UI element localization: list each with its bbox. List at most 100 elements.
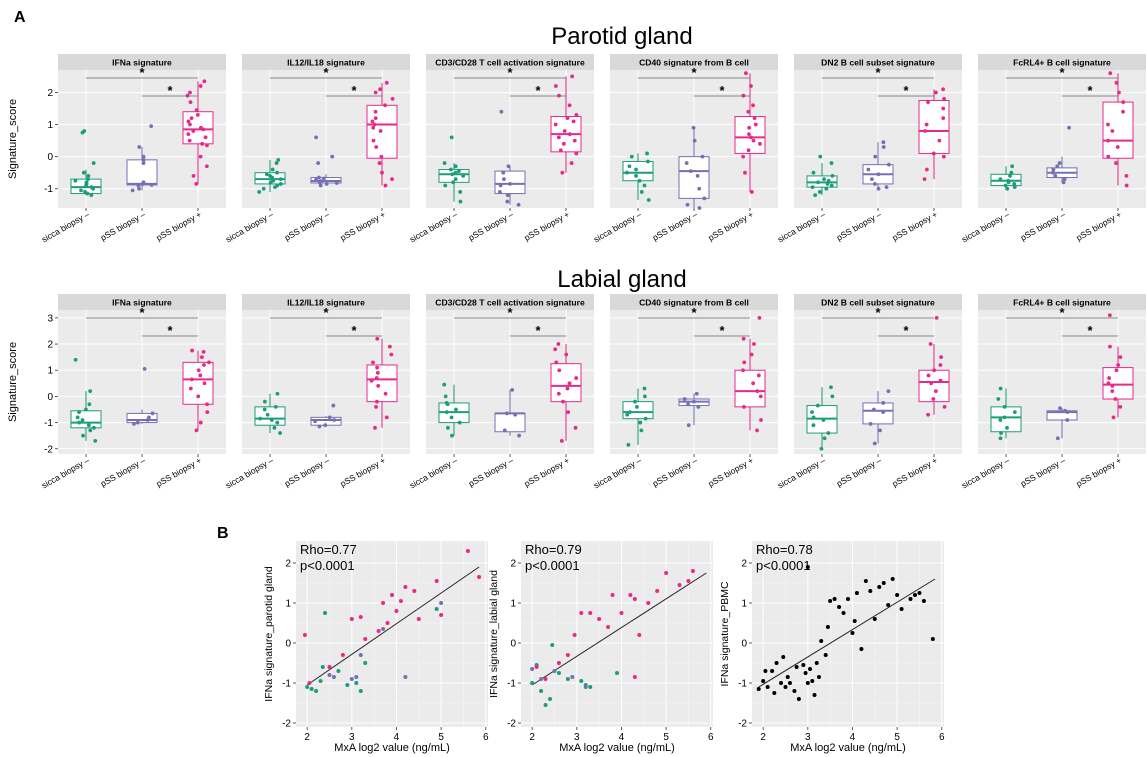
data-point [416,617,421,621]
x-tick-label: 2 [304,732,310,743]
data-point [1008,174,1012,178]
data-point [792,689,797,693]
data-point [316,161,321,165]
data-point [196,394,201,399]
x-axis-label: MxA log2 value (ng/mL) [790,742,906,754]
data-point [574,376,579,380]
data-point [852,619,857,623]
data-point [373,116,378,121]
data-point [398,599,403,603]
data-point [747,125,752,130]
box-group [438,135,470,204]
scatter-panel: Rho=0.77p<0.0001 2 3 4 5 6 -2 -1 0 1 2 MxA log2 val… [263,541,489,754]
data-point [817,190,822,194]
data-point [375,365,379,370]
data-point [912,593,917,597]
x-tick-label: pSS biopsy + [706,209,755,243]
data-point [86,177,90,182]
facet-label: CD3/CD28 T cell activation signature [435,298,585,308]
data-point [695,174,700,178]
significance-star: * [875,305,881,320]
x-tick-label: sicca biopsy – [224,455,275,490]
data-point [84,180,89,185]
data-point [921,599,926,603]
data-point [812,693,817,697]
data-point [565,386,570,391]
data-point [381,627,386,631]
data-point [684,161,689,165]
data-point [265,412,270,417]
data-point [439,601,444,605]
box-group [494,387,526,438]
facet-label: IL12/IL18 signature [287,58,365,68]
data-point [597,617,602,621]
x-tick-label: pSS biopsy + [522,209,571,243]
data-point [442,382,447,387]
data-point [686,423,691,428]
x-tick-label: 6 [939,732,945,743]
box-group [254,391,286,435]
data-point [91,161,96,165]
data-point [554,360,559,365]
data-point [941,154,946,159]
data-point [272,425,277,430]
x-tick-label: sicca biopsy – [592,455,643,490]
data-point [615,671,619,675]
data-point [374,376,379,380]
significance-star: * [507,65,513,80]
box-group [678,125,710,210]
box-group [254,157,286,194]
data-point [606,625,611,629]
data-point [642,386,647,391]
y-tick-label: -2 [738,719,747,730]
data-point [499,109,504,114]
data-point [571,119,576,124]
data-point [829,161,834,165]
x-axis-label: MxA log2 value (ng/mL) [334,742,450,754]
data-point [859,647,864,651]
y-tick-label: 2 [285,559,291,570]
data-point [390,177,394,182]
facet-strip [610,54,778,70]
data-point [363,661,368,665]
data-point [137,186,141,191]
x-tick-label: pSS biopsy – [1019,209,1068,243]
data-point [81,433,85,438]
x-tick-label: pSS biopsy + [706,455,755,489]
data-point [373,90,378,95]
data-point [202,79,207,84]
data-point [1110,129,1115,133]
box-group [366,336,398,430]
data-point [275,420,280,425]
data-point [268,174,272,178]
data-point [1005,425,1009,430]
data-point [387,344,392,349]
data-point [755,389,760,394]
data-point [932,368,936,373]
box-group [622,151,654,202]
data-point [317,424,322,429]
data-point [375,370,380,375]
data-point [770,669,775,673]
data-point [1005,186,1010,191]
plot-background [752,541,944,727]
data-point [763,669,768,673]
data-point [567,103,572,108]
data-point [625,412,630,417]
box [494,412,526,433]
data-point [196,368,201,373]
data-point [142,367,147,371]
data-point [198,420,203,425]
data-point [787,681,792,685]
data-point [751,381,756,386]
data-point [379,154,384,159]
data-point [825,182,830,186]
data-point [573,425,578,430]
data-point [275,391,280,396]
facet-panel: CD40 signature from B cell**sicca biopsy… [592,54,778,244]
data-point [629,154,634,159]
significance-star: * [167,83,173,98]
data-point [998,436,1003,441]
data-point [924,122,929,127]
box-group [70,129,102,198]
